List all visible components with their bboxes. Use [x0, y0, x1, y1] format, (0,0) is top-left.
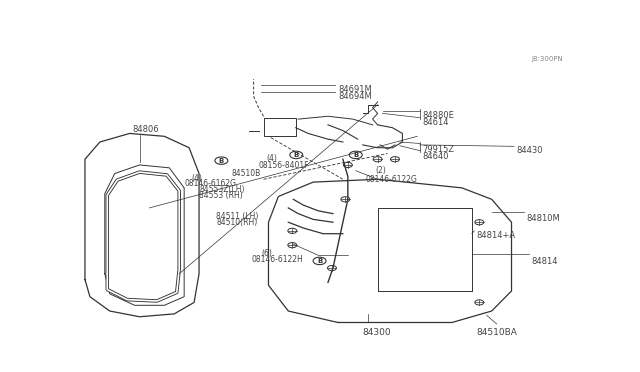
Text: 84553Z(LH): 84553Z(LH)	[199, 185, 244, 194]
Text: 84806: 84806	[132, 125, 159, 134]
Text: 84300: 84300	[363, 328, 391, 337]
Text: 08146-6122G: 08146-6122G	[365, 175, 417, 184]
Text: 84640: 84640	[422, 152, 449, 161]
Text: 84694M: 84694M	[338, 92, 372, 101]
Text: B: B	[294, 152, 299, 158]
Text: 84814+A: 84814+A	[477, 231, 516, 240]
Text: 84614: 84614	[422, 118, 449, 127]
Text: 84691M: 84691M	[338, 85, 372, 94]
Text: 08146-6122H: 08146-6122H	[251, 255, 303, 264]
Text: B: B	[317, 258, 322, 264]
Text: 84810M: 84810M	[527, 214, 560, 222]
Text: B: B	[353, 152, 358, 158]
Text: 79915Z: 79915Z	[422, 145, 454, 154]
Text: 84511 (LH): 84511 (LH)	[216, 212, 259, 221]
Text: 84510BA: 84510BA	[477, 328, 518, 337]
Text: 84814: 84814	[531, 257, 558, 266]
Text: 08156-8401F: 08156-8401F	[259, 161, 309, 170]
Text: 84553 (RH): 84553 (RH)	[199, 191, 243, 200]
Text: 84880E: 84880E	[422, 110, 454, 119]
Text: 84510(RH): 84510(RH)	[216, 218, 258, 227]
Text: 84510B: 84510B	[231, 169, 260, 178]
Text: (4): (4)	[266, 154, 277, 163]
Text: (6): (6)	[261, 250, 272, 259]
Text: 84430: 84430	[516, 146, 543, 155]
Text: 08146-6162G: 08146-6162G	[184, 179, 236, 188]
Text: B: B	[219, 158, 224, 164]
Text: (2): (2)	[375, 166, 386, 175]
Text: (4): (4)	[191, 173, 202, 183]
Text: J8:300PN: J8:300PN	[531, 56, 563, 62]
Bar	[264, 118, 296, 136]
